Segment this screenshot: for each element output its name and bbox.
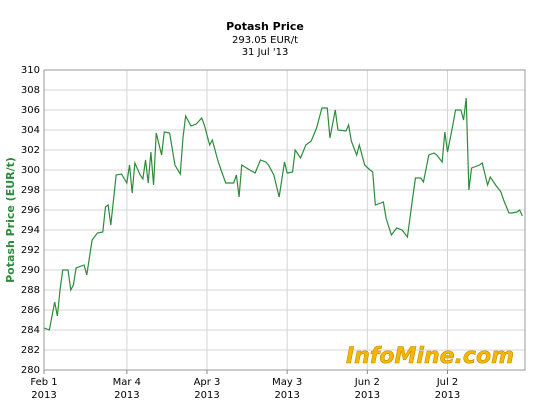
x-tick-label: Feb 1 (30, 377, 57, 388)
x-tick-label: 2013 (194, 390, 219, 401)
y-tick-label: 296 (21, 205, 40, 216)
x-tick-label: Jun 2 (354, 377, 380, 388)
y-tick-label: 280 (21, 365, 40, 376)
y-tick-label: 282 (21, 345, 40, 356)
x-tick-label: 2013 (31, 390, 56, 401)
date-label: 31 Jul '13 (242, 47, 289, 58)
y-tick-label: 290 (21, 265, 40, 276)
x-tick-label: Jul 2 (436, 377, 459, 388)
x-tick-label: 2013 (274, 390, 299, 401)
y-tick-label: 306 (21, 105, 40, 116)
y-tick-label: 304 (21, 125, 40, 136)
y-tick-label: 292 (21, 245, 40, 256)
y-tick-label: 300 (21, 165, 40, 176)
y-tick-label: 298 (21, 185, 40, 196)
x-tick-label: Mar 4 (113, 377, 141, 388)
price-line (43, 97, 523, 331)
y-tick-label: 288 (21, 285, 40, 296)
plot-border (43, 69, 526, 371)
chart-subtitle: 293.05 EUR/t (232, 35, 298, 46)
watermark: InfoMine.com (346, 344, 514, 369)
y-axis-label: Potash Price (EUR/t) (4, 157, 17, 283)
y-tick-label: 310 (21, 65, 40, 76)
y-tick-label: 284 (21, 325, 40, 336)
x-tick-label: Apr 3 (194, 377, 221, 388)
chart-title: Potash Price (226, 20, 304, 33)
x-tick-label: 2013 (435, 390, 460, 401)
x-tick-label: May 3 (272, 377, 302, 388)
y-tick-label: 308 (21, 85, 40, 96)
x-tick-label: 2013 (355, 390, 380, 401)
y-tick-label: 302 (21, 145, 40, 156)
y-tick-label: 294 (21, 225, 40, 236)
y-tick-label: 286 (21, 305, 40, 316)
x-tick-label: 2013 (114, 390, 139, 401)
